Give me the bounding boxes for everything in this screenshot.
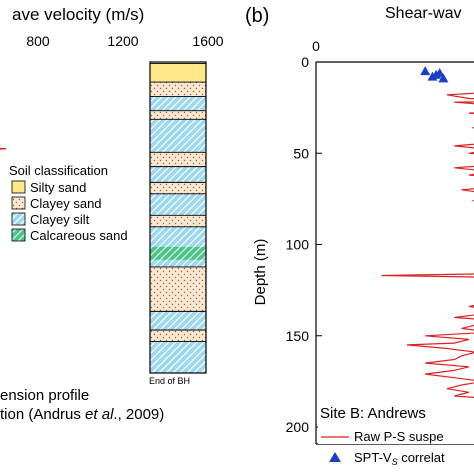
panel-a-x-tick-labels: 800 1200 1600 — [26, 33, 223, 49]
series-line-panel-a — [0, 147, 7, 150]
legend-label: Calcareous sand — [30, 228, 128, 243]
y-tick-label: 200 — [286, 419, 310, 435]
borehole-layer-yellow — [150, 63, 206, 83]
legend-item-silty-sand: Silty sand — [11, 180, 86, 195]
x-tick-label: 1200 — [107, 33, 138, 49]
legend-item-spt-vs: SPT-VS correlat — [329, 450, 445, 467]
y-tick-label: 50 — [293, 145, 309, 161]
panel-a-caption-line2: tion (Andrus et al., 2009) — [0, 406, 164, 423]
y-tick-label: 150 — [286, 328, 310, 344]
legend-label: Clayey sand — [30, 196, 102, 211]
spt-vs-point — [420, 66, 431, 76]
panel-b: (b) Shear-wav Depth (m) 0500 0 50 100 150 20… — [245, 5, 474, 467]
soil-legend: Soil classification Silty sand Clayey sa… — [5, 158, 148, 254]
legend-marker-triangle — [329, 452, 341, 462]
borehole-layer-dots — [150, 215, 206, 227]
x-tick-label: 1600 — [192, 33, 223, 49]
borehole-log — [150, 61, 206, 373]
legend-swatch-calcareous-sand — [11, 228, 26, 242]
panel-b-x-tick-labels: 0500 — [312, 38, 320, 67]
legend-label: Clayey silt — [30, 212, 90, 227]
borehole-layer-dots — [150, 62, 206, 64]
y-tick-label: 100 — [286, 237, 310, 253]
series-line-raw-ps — [381, 92, 474, 398]
x-tick-label: 0 — [312, 38, 320, 54]
borehole-layer-green-hatch — [150, 246, 206, 260]
borehole-layer-blue-hatch — [150, 193, 206, 216]
legend-label-subscript: S — [392, 457, 398, 467]
panel-b-site-label: Site B: Andrews — [320, 405, 426, 422]
borehole-layer-dots — [150, 330, 206, 342]
panel-b-label: (b) — [245, 5, 269, 27]
borehole-layer-dots — [150, 82, 206, 97]
spt-vs-point — [431, 69, 442, 79]
borehole-layer-blue-hatch — [150, 341, 206, 373]
borehole-layer-blue-hatch — [150, 96, 206, 111]
caption-text: tion (Andrus — [0, 406, 85, 423]
legend-swatch-clayey-sand — [11, 196, 26, 210]
panel-b-y-ticks: 0 50 100 150 200 — [286, 54, 322, 435]
panel-b-series — [381, 66, 474, 398]
legend-swatch-silty-sand — [11, 180, 26, 194]
y-tick-label: 0 — [301, 54, 309, 70]
borehole-layer-blue-hatch — [150, 311, 206, 331]
legend-label-main: SPT-V — [354, 450, 392, 465]
borehole-layer-blue-hatch — [150, 166, 206, 183]
legend-swatch-clayey-silt — [11, 212, 26, 226]
legend-item-clayey-sand: Clayey sand — [11, 196, 102, 211]
legend-item-clayey-silt: Clayey silt — [11, 212, 90, 227]
legend-label: SPT-VS correlat — [354, 450, 445, 467]
borehole-outline — [149, 61, 207, 374]
legend-item-raw-ps: Raw P-S suspe — [321, 429, 444, 444]
legend-label: Silty sand — [30, 180, 86, 195]
legend-item-calcareous-sand: Calcareous sand — [11, 228, 128, 243]
borehole-layer-dots — [150, 182, 206, 194]
panel-b-y-axis-label: Depth (m) — [252, 239, 269, 306]
borehole-layer-blue-hatch — [150, 119, 206, 153]
borehole-layer-dots — [150, 266, 206, 312]
soil-legend-title: Soil classification — [9, 163, 108, 178]
panel-a-title: ave velocity (m/s) — [12, 5, 144, 24]
legend-label: Raw P-S suspe — [354, 429, 444, 444]
borehole-layer-dots — [150, 152, 206, 167]
caption-text: ., 2009) — [113, 406, 164, 423]
borehole-end-label: End of BH — [149, 376, 190, 386]
x-tick-label: 800 — [26, 33, 50, 49]
panel-a: ave velocity (m/s) 800 1200 1600 End of BH… — [0, 5, 224, 423]
spt-vs-point — [438, 73, 449, 83]
borehole-layer-dots — [150, 110, 206, 120]
panel-a-caption-line1: ension profile — [0, 387, 89, 404]
caption-italic: et al — [85, 406, 114, 423]
panel-b-title: Shear-wav — [385, 5, 461, 22]
legend-label-suffix: correlat — [398, 450, 445, 465]
